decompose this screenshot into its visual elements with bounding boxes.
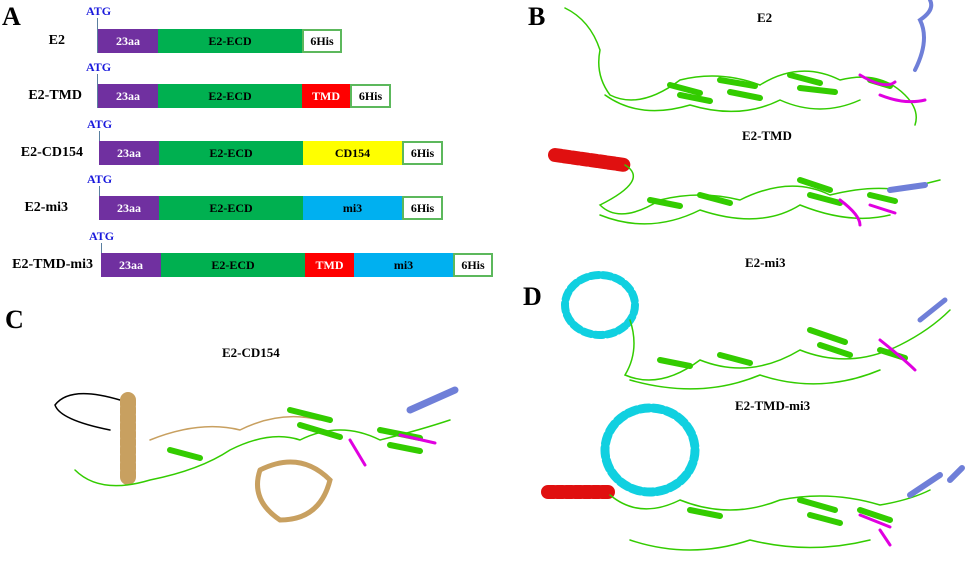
structure-title-e2-mi3: E2-mi3 xyxy=(745,255,786,270)
segment-his: 6His xyxy=(402,141,443,165)
segment-his: 6His xyxy=(453,253,493,277)
structure-title-e2-tmd: E2-TMD xyxy=(742,128,792,143)
segment-his: 6His xyxy=(402,196,443,220)
construct-bar-e2: 23aa E2-ECD 6His xyxy=(98,29,342,53)
construct-bar-e2-tmd: 23aa E2-ECD TMD 6His xyxy=(98,84,391,108)
segment-his: 6His xyxy=(302,29,342,53)
segment-signal: 23aa xyxy=(101,253,161,277)
segment-ecd: E2-ECD xyxy=(158,29,302,53)
segment-mi3: mi3 xyxy=(354,253,453,277)
atg-label: ATG xyxy=(87,172,113,186)
panel-label-a: A xyxy=(2,2,21,31)
structure-e2-tmd-mi3 xyxy=(541,403,965,551)
segment-mi3: mi3 xyxy=(303,196,402,220)
segment-cd154: CD154 xyxy=(303,141,402,165)
segment-signal: 23aa xyxy=(99,196,159,220)
construct-bar-e2-mi3: 23aa E2-ECD mi3 6His xyxy=(99,196,443,220)
atg-label: ATG xyxy=(86,4,112,18)
segment-signal: 23aa xyxy=(99,141,159,165)
atg-label: ATG xyxy=(86,60,112,74)
panel-label-d: D xyxy=(523,282,542,311)
structure-e2-cd154 xyxy=(54,386,459,523)
segment-tmd: TMD xyxy=(302,84,350,108)
construct-label-e2-tmd: E2-TMD xyxy=(28,88,82,103)
segment-his: 6His xyxy=(350,84,391,108)
segment-tmd: TMD xyxy=(305,253,354,277)
segment-signal: 23aa xyxy=(98,84,158,108)
panel-label-b: B xyxy=(528,2,546,31)
structure-e2-mi3 xyxy=(561,271,951,390)
structure-e2 xyxy=(564,0,934,126)
construct-label-e2-mi3: E2-mi3 xyxy=(24,200,68,215)
structure-e2-tmd xyxy=(548,148,941,227)
construct-label-e2-tmd-mi3: E2-TMD-mi3 xyxy=(12,257,93,272)
construct-bar-e2-tmd-mi3: 23aa E2-ECD TMD mi3 6His xyxy=(101,253,493,277)
atg-label: ATG xyxy=(89,229,115,243)
segment-ecd: E2-ECD xyxy=(159,141,303,165)
atg-label: ATG xyxy=(87,117,113,131)
structure-title-e2-cd154: E2-CD154 xyxy=(222,345,280,360)
segment-ecd: E2-ECD xyxy=(159,196,303,220)
start-tick xyxy=(97,18,98,53)
structure-title-e2: E2 xyxy=(757,10,773,25)
segment-ecd: E2-ECD xyxy=(158,84,302,108)
segment-signal: 23aa xyxy=(98,29,158,53)
construct-bar-e2-cd154: 23aa E2-ECD CD154 6His xyxy=(99,141,443,165)
construct-label-e2-cd154: E2-CD154 xyxy=(20,145,83,160)
construct-label-e2: E2 xyxy=(48,33,65,48)
segment-ecd: E2-ECD xyxy=(161,253,305,277)
structure-title-e2-tmd-mi3: E2-TMD-mi3 xyxy=(735,398,811,413)
panel-label-c: C xyxy=(5,305,24,334)
start-tick xyxy=(97,74,98,108)
